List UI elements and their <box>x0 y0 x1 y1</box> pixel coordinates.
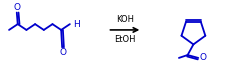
Text: O: O <box>199 53 206 62</box>
Text: H: H <box>73 20 79 29</box>
Text: O: O <box>14 3 21 12</box>
Text: EtOH: EtOH <box>114 35 136 44</box>
Text: O: O <box>59 48 66 57</box>
Text: KOH: KOH <box>116 15 134 24</box>
